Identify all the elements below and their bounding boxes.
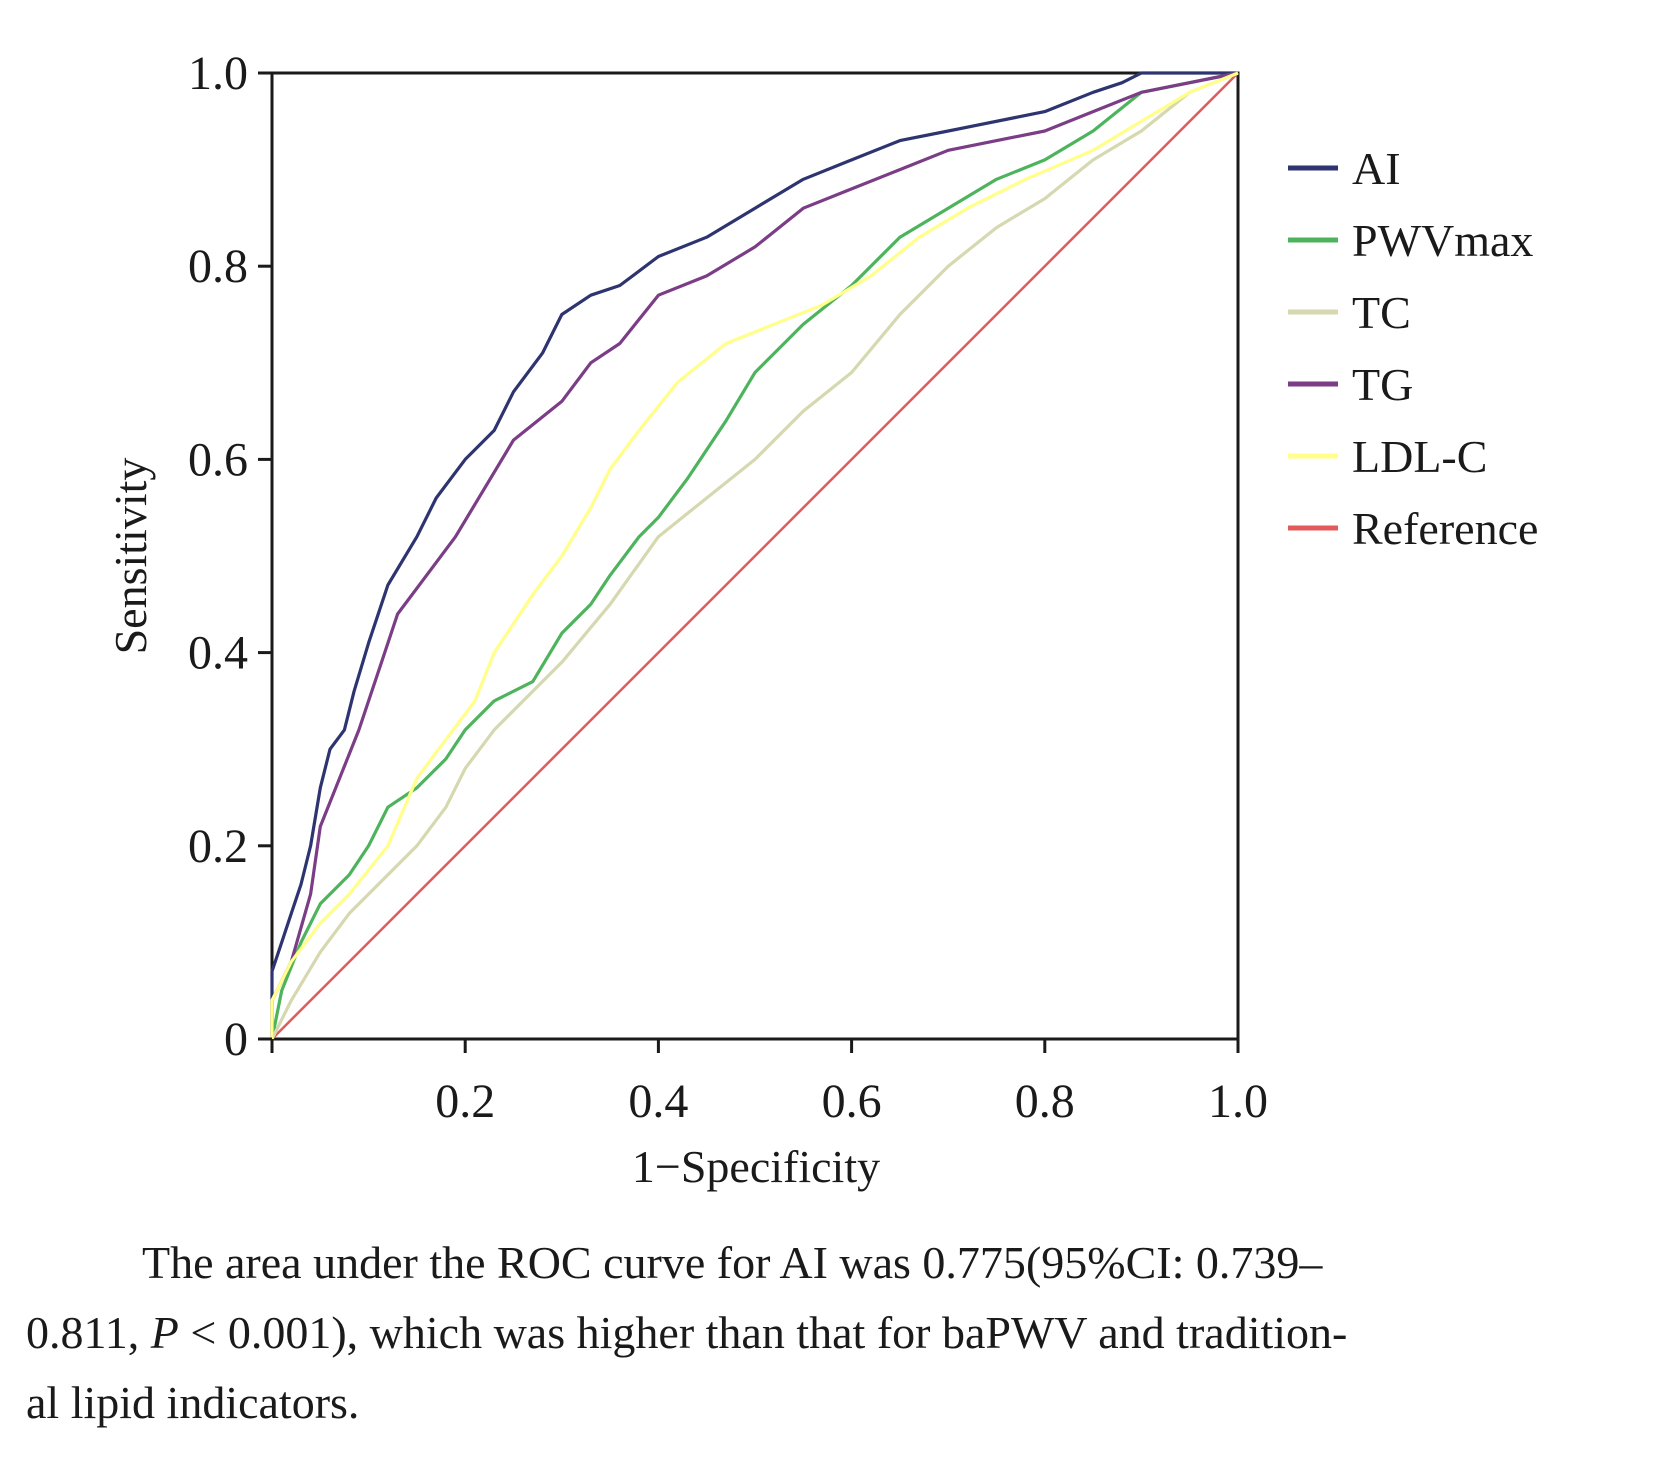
legend-label-tg: TG	[1352, 359, 1413, 410]
caption-line-3: al lipid indicators.	[26, 1377, 360, 1428]
series-line-pwvmax	[270, 71, 1239, 1040]
x-axis-title: 1−Specificity	[632, 1141, 880, 1192]
y-tick-label: 0	[224, 1013, 248, 1066]
y-axis-title: Sensitivity	[105, 458, 156, 655]
series-line-reference	[271, 72, 1239, 1040]
legend-label-tc: TC	[1352, 287, 1411, 338]
series-line-tg	[270, 71, 1239, 1039]
legend-label-pwvmax: PWVmax	[1352, 215, 1533, 266]
caption-line-1-paren: (95%CI: 0.739–	[1025, 1237, 1323, 1288]
caption-line-1-main: The area under the ROC curve for AI was …	[142, 1237, 1026, 1288]
y-tick-label: 0.2	[188, 820, 248, 873]
y-tick-label: 0.4	[188, 627, 248, 680]
axis-layer: 0 0.2 0.4 0.6 0.8 1.0 0.2 0.4 0.6 0.8 1.0	[188, 47, 1268, 1128]
caption-line-2-mid: < 0.001),	[178, 1307, 359, 1358]
caption-line-1: The area under the ROC curve for AI was …	[26, 1228, 1631, 1298]
series-line-ai	[270, 71, 1238, 1039]
roc-chart: 0 0.2 0.4 0.6 0.8 1.0 0.2 0.4 0.6 0.8 1.0 AI PWVmax…	[105, 47, 1538, 1192]
x-tick-label: 0.6	[822, 1075, 882, 1128]
series-line-tc	[270, 71, 1239, 1040]
series-layer	[270, 71, 1239, 1040]
x-tick-label: 0.4	[628, 1075, 688, 1128]
x-tick-label: 0.8	[1015, 1075, 1075, 1128]
plot-frame	[270, 71, 1240, 1041]
caption-p-symbol: P	[150, 1307, 179, 1358]
x-tick-label: 0.2	[435, 1075, 495, 1128]
series-line-ldl-c	[270, 71, 1239, 1039]
y-tick-label: 1.0	[188, 47, 248, 100]
y-tick-label: 0.8	[188, 240, 248, 293]
x-tick-label: 1.0	[1208, 1075, 1268, 1128]
figure-caption: The area under the ROC curve for AI was …	[26, 1228, 1631, 1438]
caption-line-2-rest: which was higher than that for baPWV and…	[358, 1307, 1348, 1358]
caption-line-2-start: 0.811,	[26, 1307, 151, 1358]
legend-label-ai: AI	[1352, 143, 1401, 194]
legend-label-reference: Reference	[1352, 503, 1538, 554]
y-tick-label: 0.6	[188, 433, 248, 486]
caption-line-2: 0.811, P < 0.001), which was higher than…	[26, 1298, 1631, 1368]
legend: AI PWVmax TC TG LDL-C Reference	[1288, 143, 1538, 554]
legend-label-ldl-c: LDL-C	[1352, 431, 1487, 482]
